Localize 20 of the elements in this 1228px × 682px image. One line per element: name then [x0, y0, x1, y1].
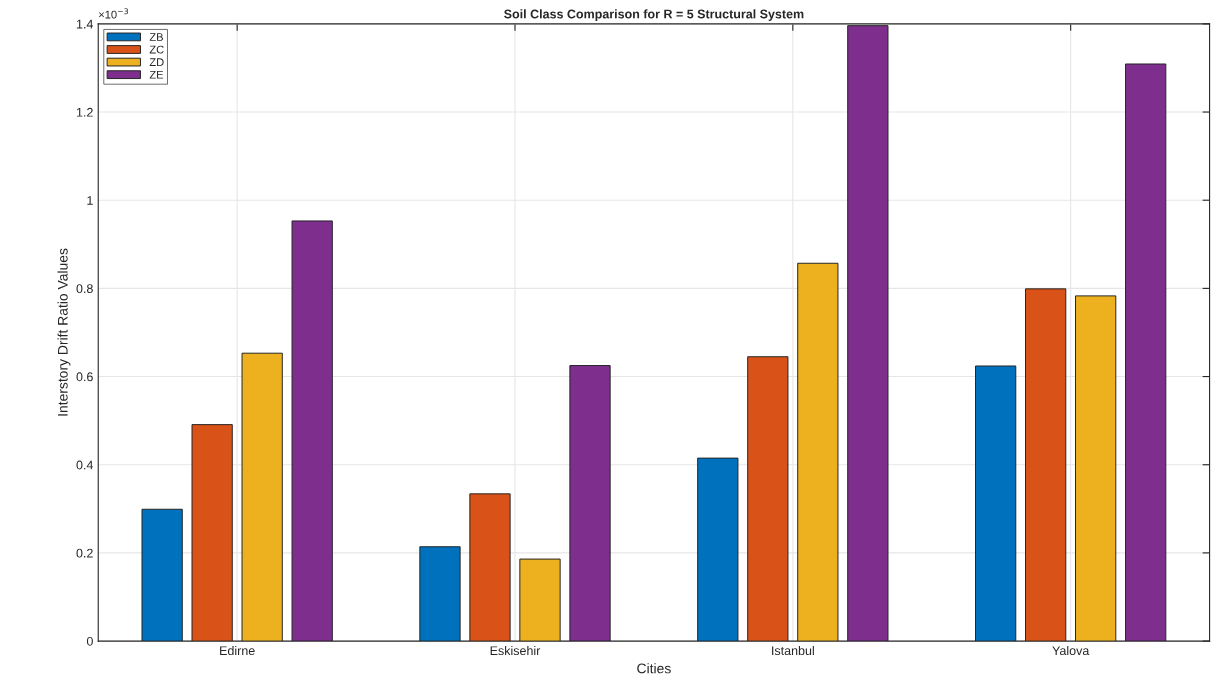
x-tick-label: Eskisehir — [490, 645, 541, 656]
y-tick-label: 1.4 — [76, 19, 94, 29]
x-tick-label: Edirne — [220, 645, 255, 656]
y-tick-label: 0.8 — [76, 284, 93, 294]
x-tick-label: Istanbul — [772, 645, 814, 656]
y-tick-label: 1 — [87, 196, 93, 205]
y-axis-title: Interstory Drift Ratio Values — [57, 248, 71, 416]
y-tick-label: 1.2 — [76, 107, 93, 117]
legend-label: ZE — [149, 70, 164, 79]
x-tick-label: Yalova — [1052, 645, 1090, 656]
x-axis-title: Cities — [637, 663, 671, 674]
legend-label: ZB — [149, 33, 163, 41]
text: ×10$^{−3}$ — [99, 8, 129, 19]
y-tick-label: 0.6 — [76, 372, 93, 382]
y-tick-label: 0 — [86, 636, 93, 646]
legend-label: ZD — [149, 58, 164, 66]
chart-title: Soil Class Comparison for R = 5 Structural System — [504, 9, 804, 21]
y-tick-label: 0.4 — [76, 460, 94, 470]
legend-label: ZC — [149, 45, 164, 54]
y-tick-label: 0.2 — [76, 548, 93, 558]
